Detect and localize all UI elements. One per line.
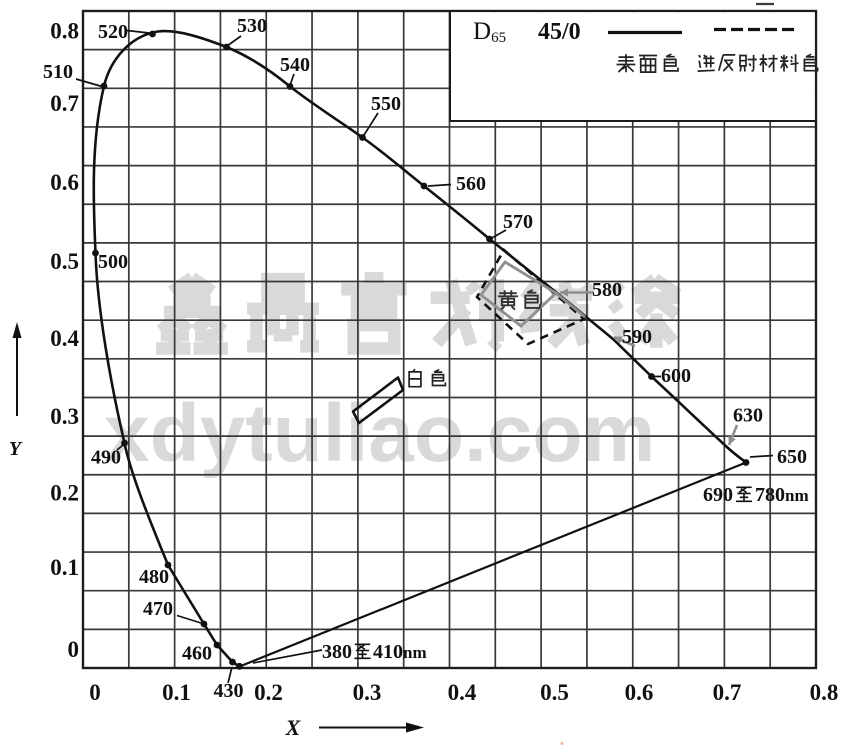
- svg-text:690: 690: [703, 484, 733, 506]
- svg-text:630: 630: [733, 405, 763, 427]
- svg-text:45/0: 45/0: [538, 19, 581, 45]
- svg-text:0.4: 0.4: [448, 680, 477, 705]
- svg-text:0.7: 0.7: [713, 680, 742, 705]
- svg-text:Y: Y: [9, 438, 23, 460]
- svg-text:0: 0: [89, 680, 101, 705]
- svg-text:0.2: 0.2: [254, 680, 283, 705]
- svg-text:0.1: 0.1: [162, 680, 191, 705]
- svg-text:0.3: 0.3: [50, 404, 79, 429]
- svg-text:580: 580: [592, 279, 622, 301]
- svg-text:600: 600: [661, 365, 691, 387]
- svg-text:650: 650: [777, 446, 807, 468]
- svg-text:0: 0: [68, 637, 80, 662]
- svg-text:0.2: 0.2: [50, 480, 79, 505]
- svg-text:510: 510: [43, 61, 73, 83]
- svg-text:480: 480: [139, 566, 169, 588]
- svg-text:460: 460: [182, 643, 212, 665]
- svg-text:xdytuliao.com: xdytuliao.com: [104, 388, 655, 479]
- svg-text:380: 380: [322, 641, 352, 663]
- svg-text:560: 560: [456, 173, 486, 195]
- svg-text:570: 570: [503, 211, 533, 233]
- svg-text:590: 590: [622, 326, 652, 348]
- svg-text:0.1: 0.1: [50, 555, 79, 580]
- svg-text:0.6: 0.6: [625, 680, 654, 705]
- svg-text:0.8: 0.8: [810, 680, 839, 705]
- svg-text:550: 550: [371, 93, 401, 115]
- svg-text:410nm: 410nm: [373, 641, 427, 663]
- svg-text:0.5: 0.5: [540, 680, 569, 705]
- svg-text:780nm: 780nm: [755, 484, 809, 506]
- svg-text:0.6: 0.6: [50, 170, 79, 195]
- svg-text:0.8: 0.8: [50, 18, 79, 43]
- svg-text:540: 540: [280, 54, 310, 76]
- svg-text:0.7: 0.7: [50, 91, 79, 116]
- svg-text:520: 520: [98, 21, 128, 43]
- svg-text:0.3: 0.3: [353, 680, 382, 705]
- svg-text:470: 470: [143, 598, 173, 620]
- svg-text:X: X: [285, 715, 302, 740]
- svg-text:0.4: 0.4: [50, 326, 79, 351]
- svg-text:430: 430: [214, 680, 244, 702]
- svg-text:490: 490: [91, 447, 121, 469]
- svg-text:530: 530: [237, 15, 267, 37]
- svg-text:500: 500: [98, 251, 128, 273]
- svg-text:0.5: 0.5: [50, 249, 79, 274]
